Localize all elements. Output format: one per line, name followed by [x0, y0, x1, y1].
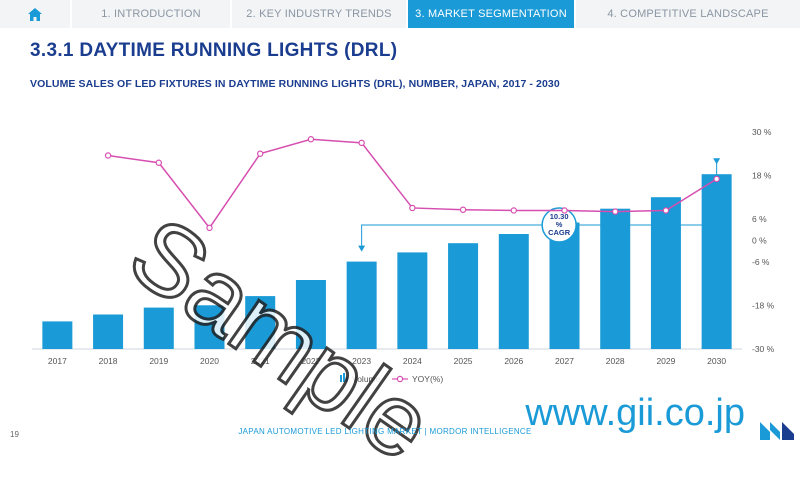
yoy-point-2026 [510, 207, 517, 214]
yoy-point-2028 [612, 208, 619, 215]
x-tick-2030: 2030 [707, 356, 726, 366]
cagr-arrow-head-end [713, 158, 721, 165]
chart-area: 2017 2018 2019 2020 2021 2022 2023 2024 2025 2026… [0, 100, 800, 400]
x-tick-2028: 2028 [606, 356, 625, 366]
yoy-point-2020 [206, 224, 213, 232]
yoy-point-2023 [358, 139, 365, 147]
x-tick-2023: 2023 [352, 356, 371, 366]
tab-competitive-landscape[interactable]: 4. COMPETITIVE LANDSCAPE [576, 0, 800, 28]
home-icon [28, 7, 42, 21]
x-tick-2029: 2029 [656, 356, 675, 366]
bar-2018 [93, 314, 124, 349]
bar-2029 [650, 197, 681, 349]
yoy-point-2027 [561, 207, 568, 214]
legend-volume-swatch-c [346, 377, 348, 382]
yoy-point-2021 [257, 150, 264, 157]
legend-yoy-label: YOY(%) [412, 374, 443, 384]
bar-2027 [549, 222, 580, 349]
x-tick-2019: 2019 [149, 356, 168, 366]
x-tick-2024: 2024 [403, 356, 422, 366]
y-tick-right-2: 6 % [752, 214, 767, 224]
top-navigation: 1. INTRODUCTION 2. KEY INDUSTRY TRENDS 3… [0, 0, 800, 28]
y-tick-right-3: 0 % [752, 236, 767, 246]
legend-volume-swatch-b [343, 373, 345, 382]
legend-volume-swatch-a [340, 375, 342, 382]
mordor-logo [760, 418, 794, 445]
cagr-arrow-line [361, 160, 718, 248]
yoy-point-2030 [713, 175, 720, 183]
cagr-unit: % [556, 220, 563, 229]
bar-2020 [194, 305, 225, 349]
x-tick-2026: 2026 [504, 356, 523, 366]
home-button[interactable] [0, 0, 72, 28]
x-tick-2020: 2020 [200, 356, 219, 366]
bar-2024 [397, 252, 428, 349]
yoy-point-2018 [104, 152, 112, 159]
yoy-point-2029 [662, 207, 670, 214]
bar-2023 [346, 261, 377, 349]
chart-title: VOLUME SALES OF LED FIXTURES IN DAYTIME … [30, 78, 560, 90]
y-tick-right-4: -6 % [752, 257, 770, 267]
x-tick-2027: 2027 [555, 356, 574, 366]
bar-2019 [143, 307, 174, 349]
yoy-point-2019 [155, 159, 162, 166]
y-tick-right-6: -30 % [752, 344, 775, 354]
legend-volume-label: Volume [352, 374, 381, 384]
yoy-point-2025 [459, 206, 467, 213]
yoy-point-2022 [307, 136, 315, 143]
x-tick-2021: 2021 [251, 356, 270, 366]
y-tick-right-5: -18 % [752, 301, 775, 311]
bar-2025 [448, 243, 479, 349]
cagr-badge [541, 207, 577, 243]
bar-2026 [498, 234, 529, 349]
cagr-arrow-head-start [358, 245, 366, 252]
x-tick-2018: 2018 [99, 356, 118, 366]
tab-key-industry-trends[interactable]: 2. KEY INDUSTRY TRENDS [232, 0, 408, 28]
x-tick-2025: 2025 [454, 356, 473, 366]
cagr-label: CAGR [548, 228, 571, 237]
y-tick-right-0: 30 % [752, 127, 772, 137]
bar-2021 [245, 296, 276, 349]
site-watermark: www.gii.co.jp [525, 392, 745, 434]
page-number: 19 [10, 430, 19, 439]
y-tick-right-1: 18 % [752, 170, 772, 180]
footer-text: JAPAN AUTOMOTIVE LED LIGHTING MARKET | M… [238, 427, 532, 436]
page-title: 3.3.1 DAYTIME RUNNING LIGHTS (DRL) [30, 40, 398, 61]
yoy-point-2024 [409, 204, 416, 212]
cagr-value: 10.30 [550, 212, 569, 221]
tab-introduction[interactable]: 1. INTRODUCTION [72, 0, 232, 28]
bar-2028 [600, 208, 631, 349]
x-tick-2017: 2017 [48, 356, 67, 366]
x-tick-2022: 2022 [301, 356, 320, 366]
volume-yoy-chart: 2017 2018 2019 2020 2021 2022 2023 2024 2025 2026… [32, 127, 775, 384]
bar-2022 [295, 280, 326, 349]
bar-2017 [42, 321, 73, 349]
legend-yoy-swatch-dot [396, 375, 404, 383]
tab-market-segmentation[interactable]: 3. MARKET SEGMENTATION [408, 0, 576, 28]
